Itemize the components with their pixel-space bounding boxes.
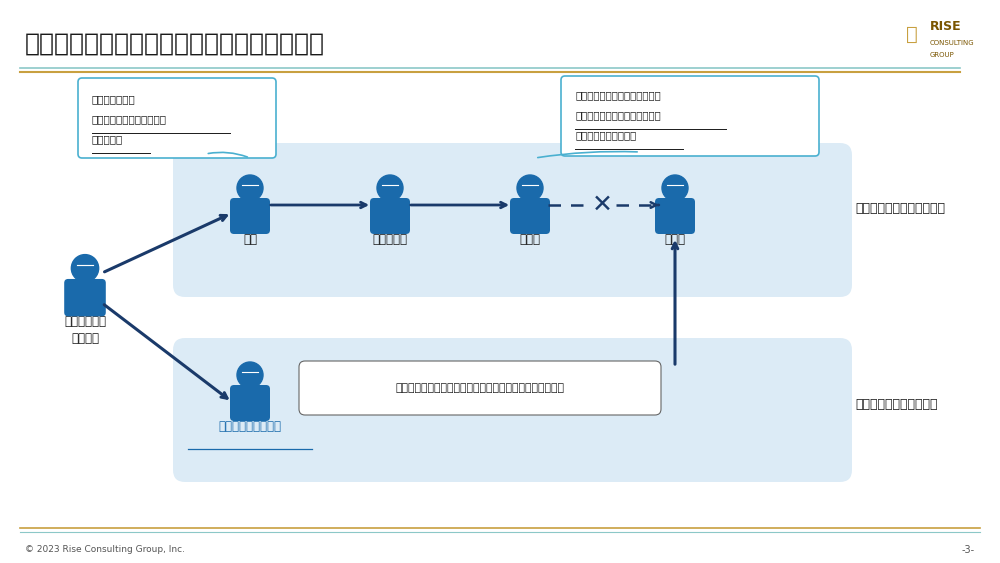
Text: リレーション活用で容易に経営陣にたどり着くことが多い: リレーション活用で容易に経営陣にたどり着くことが多い (396, 383, 564, 394)
Text: RISE: RISE (930, 20, 962, 33)
FancyBboxPatch shape (173, 338, 852, 482)
Text: 営陣までは極めて困難: 営陣までは極めて困難 (575, 130, 636, 140)
FancyBboxPatch shape (230, 385, 270, 421)
Text: リレーション保有者: リレーション保有者 (218, 420, 282, 433)
FancyBboxPatch shape (230, 198, 270, 234)
FancyBboxPatch shape (510, 198, 550, 234)
Text: リレーション活用の場合: リレーション活用の場合 (855, 399, 938, 412)
Text: 部門長: 部門長 (520, 233, 540, 246)
FancyBboxPatch shape (655, 198, 695, 234)
FancyBboxPatch shape (299, 361, 661, 415)
Text: 🌿: 🌿 (906, 25, 918, 44)
Text: そもそも受付が機能しない: そもそも受付が機能しない (92, 114, 167, 124)
Text: CONSULTING: CONSULTING (930, 40, 975, 46)
Text: 受付: 受付 (243, 233, 257, 246)
Text: 日本と異なり、: 日本と異なり、 (92, 94, 136, 104)
Circle shape (71, 254, 99, 282)
Text: がらなく、意思決定権のある経: がらなく、意思決定権のある経 (575, 110, 661, 120)
FancyBboxPatch shape (78, 78, 276, 158)
Circle shape (662, 175, 688, 201)
Text: プロジェクト
メンバー: プロジェクト メンバー (64, 315, 106, 345)
Circle shape (237, 175, 263, 201)
Text: 経営陣: 経営陣 (664, 233, 686, 246)
Text: タイトル：対象企業の訪問アポ取りのルート: タイトル：対象企業の訪問アポ取りのルート (25, 32, 325, 56)
FancyBboxPatch shape (64, 279, 106, 316)
Text: ✕: ✕ (592, 193, 613, 217)
FancyBboxPatch shape (173, 143, 852, 297)
Text: ことが多い: ことが多い (92, 134, 123, 144)
FancyBboxPatch shape (561, 76, 819, 156)
Text: -3-: -3- (962, 545, 975, 555)
FancyBboxPatch shape (370, 198, 410, 234)
Text: かろうじて部門長までしかつな: かろうじて部門長までしかつな (575, 90, 661, 100)
Text: オフィシャルルートの場合: オフィシャルルートの場合 (855, 202, 945, 215)
Circle shape (377, 175, 403, 201)
Text: © 2023 Rise Consulting Group, Inc.: © 2023 Rise Consulting Group, Inc. (25, 545, 185, 554)
Text: GROUP: GROUP (930, 52, 955, 58)
Text: 部門担当者: 部門担当者 (372, 233, 408, 246)
Circle shape (237, 362, 263, 388)
Circle shape (517, 175, 543, 201)
